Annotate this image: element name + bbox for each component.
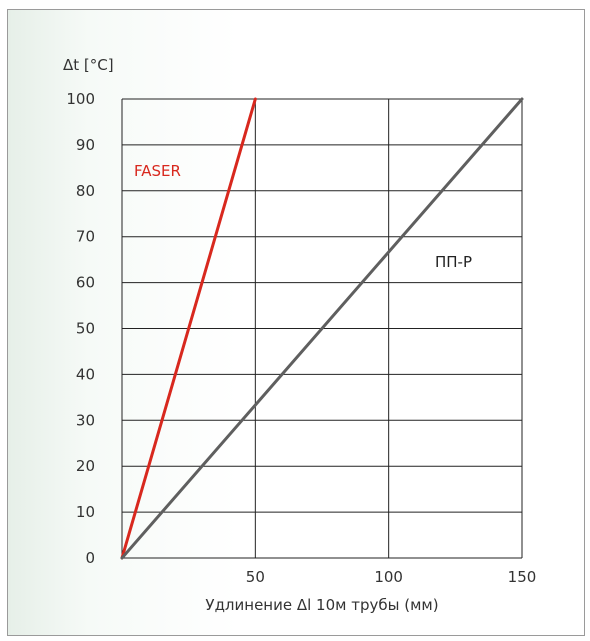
y-tick-label: 30 xyxy=(76,411,95,429)
y-tick-label: 100 xyxy=(66,90,95,108)
y-tick-label: 60 xyxy=(76,274,95,292)
y-tick-label: 0 xyxy=(85,549,95,567)
x-tick-label: 100 xyxy=(374,568,403,586)
y-tick-label: 90 xyxy=(76,136,95,154)
series-line-0 xyxy=(120,97,257,560)
y-tick-label: 10 xyxy=(76,503,95,521)
y-tick-label: 70 xyxy=(76,228,95,246)
y-tick-label: 50 xyxy=(76,320,95,338)
chart-frame: Δt [°C] Удлинение Δl 10м трубы (мм) FASE… xyxy=(7,9,585,636)
y-tick-label: 40 xyxy=(76,365,95,383)
x-tick-label: 50 xyxy=(246,568,265,586)
y-tick-label: 80 xyxy=(76,182,95,200)
series-label-faser: FASER xyxy=(134,162,181,180)
x-axis-title: Удлинение Δl 10м трубы (мм) xyxy=(205,596,438,614)
series-line-1 xyxy=(120,97,524,560)
series-label-pp-r: ПП-Р xyxy=(435,253,472,271)
y-axis-title: Δt [°C] xyxy=(63,56,114,74)
y-tick-label: 20 xyxy=(76,457,95,475)
chart-svg: Δt [°C] Удлинение Δl 10м трубы (мм) FASE… xyxy=(63,56,537,614)
x-tick-label: 150 xyxy=(508,568,537,586)
